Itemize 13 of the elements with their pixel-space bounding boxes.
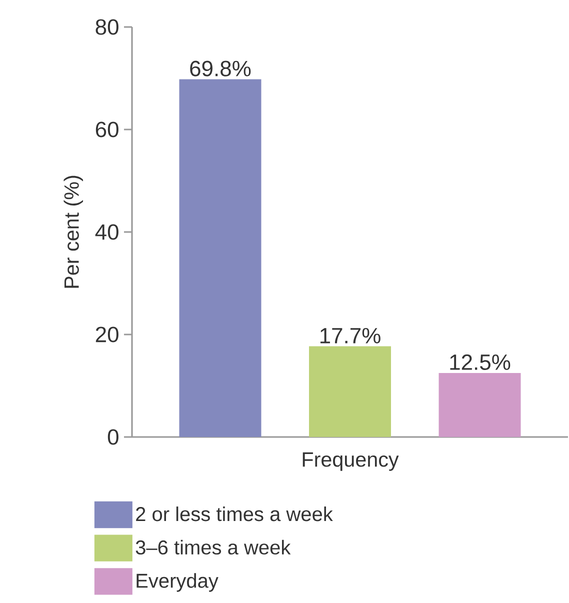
y-tick-label: 0: [108, 429, 118, 445]
y-tick-label: 80: [96, 19, 118, 35]
y-tick-label: 40: [95, 224, 118, 240]
y-axis-title: Per cent (%): [64, 176, 84, 288]
x-axis-title: Frequency: [302, 452, 399, 471]
y-tick-label: 60: [96, 122, 118, 138]
y-tick-label: 20: [96, 326, 118, 342]
data-label: 69.8%: [190, 60, 251, 76]
legend-label: Everyday: [136, 573, 218, 592]
data-label: 17.7%: [320, 328, 380, 344]
legend-label: 2 or less times a week: [136, 506, 333, 522]
legend-label: 3–6 times a week: [136, 540, 291, 555]
data-label: 12.5%: [450, 354, 510, 370]
